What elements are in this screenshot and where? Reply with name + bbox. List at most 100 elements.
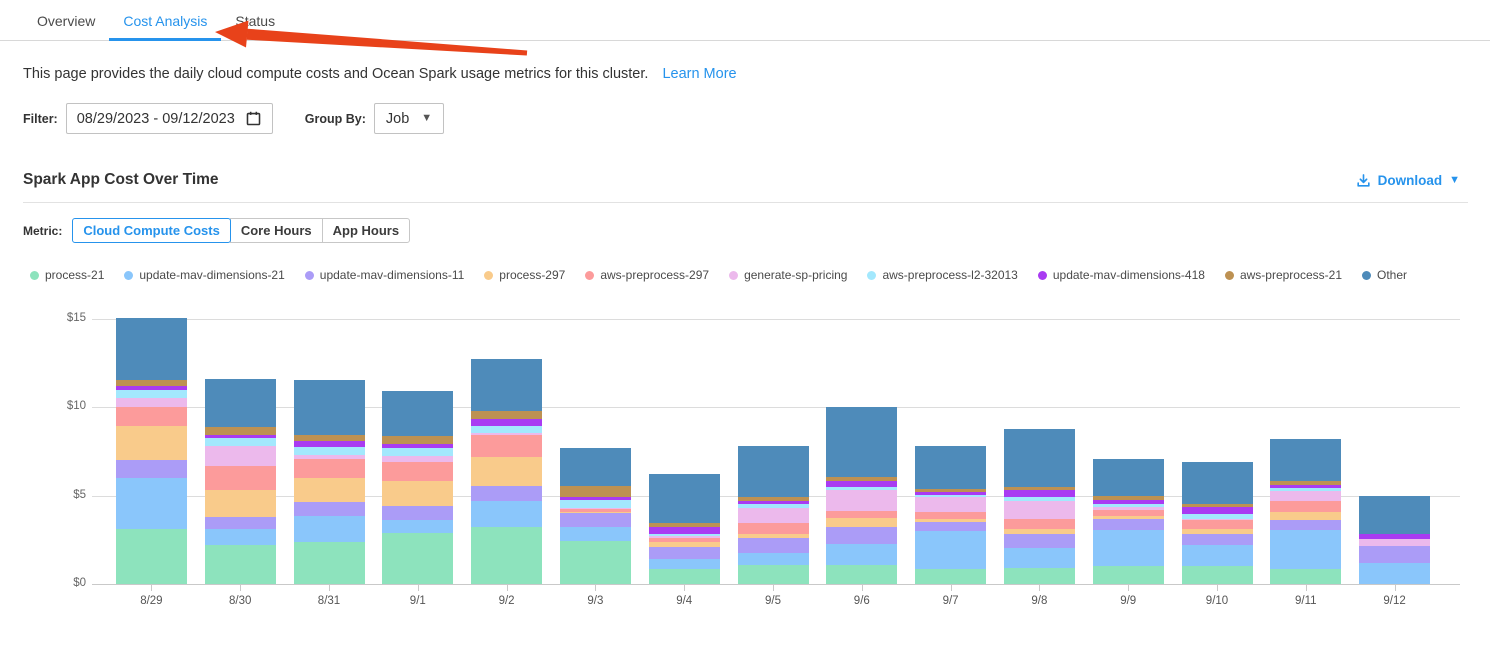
bar-segment-Other[interactable] [1359,495,1431,534]
metric-option-app-hours[interactable]: App Hours [321,218,411,243]
bar-segment-process-21[interactable] [737,565,809,584]
tab-status[interactable]: Status [235,13,276,29]
bar-segment-update-mav-dimensions-418[interactable] [293,440,365,448]
bar-segment-process-297[interactable] [915,518,987,523]
bar-segment-Other[interactable] [915,446,987,489]
bar-8/29[interactable] [115,318,187,584]
download-button[interactable]: Download ▼ [1356,173,1460,188]
bar-9/2[interactable] [471,358,543,584]
bar-segment-aws-preprocess-297[interactable] [1270,500,1342,512]
bar-segment-process-297[interactable] [115,425,187,461]
bar-segment-Other[interactable] [293,379,365,435]
bar-segment-aws-preprocess-21[interactable] [737,496,809,501]
bar-9/12[interactable] [1359,495,1431,584]
bar-segment-aws-preprocess-l2-32013[interactable] [293,447,365,455]
bar-9/10[interactable] [1181,462,1253,584]
bar-segment-update-mav-dimensions-418[interactable] [1270,485,1342,488]
bar-segment-update-mav-dimensions-418[interactable] [1003,490,1075,497]
bar-segment-process-297[interactable] [1270,511,1342,521]
bar-segment-generate-sp-pricing[interactable] [915,497,987,512]
bar-9/11[interactable] [1270,439,1342,584]
bar-segment-process-21[interactable] [293,541,365,584]
legend-item[interactable]: aws-preprocess-21 [1224,268,1342,282]
bar-segment-Other[interactable] [648,474,720,524]
bar-segment-update-mav-dimensions-11[interactable] [559,513,631,528]
bar-segment-generate-sp-pricing[interactable] [737,508,809,524]
bar-segment-process-21[interactable] [915,568,987,584]
bar-segment-aws-preprocess-21[interactable] [1270,480,1342,486]
bar-segment-generate-sp-pricing[interactable] [382,455,454,463]
bar-segment-update-mav-dimensions-11[interactable] [826,527,898,545]
bar-segment-Other[interactable] [382,390,454,437]
bar-segment-aws-preprocess-297[interactable] [915,511,987,519]
bar-segment-update-mav-dimensions-21[interactable] [737,553,809,566]
bar-segment-aws-preprocess-297[interactable] [1092,509,1164,516]
bar-segment-aws-preprocess-l2-32013[interactable] [1181,514,1253,519]
bar-segment-Other[interactable] [737,446,809,497]
bar-segment-update-mav-dimensions-418[interactable] [915,492,987,495]
bar-segment-update-mav-dimensions-21[interactable] [826,544,898,565]
bar-segment-update-mav-dimensions-21[interactable] [648,559,720,569]
legend-item[interactable]: update-mav-dimensions-11 [304,268,464,282]
bar-segment-generate-sp-pricing[interactable] [471,432,543,435]
bar-segment-update-mav-dimensions-21[interactable] [1003,547,1075,569]
bar-segment-update-mav-dimensions-11[interactable] [204,516,276,530]
bar-segment-aws-preprocess-21[interactable] [648,523,720,527]
bar-segment-generate-sp-pricing[interactable] [115,398,187,408]
bar-segment-update-mav-dimensions-21[interactable] [1181,545,1253,567]
bar-segment-update-mav-dimensions-11[interactable] [1181,533,1253,546]
bar-segment-aws-preprocess-l2-32013[interactable] [1003,496,1075,501]
bar-segment-process-21[interactable] [1270,568,1342,584]
bar-segment-aws-preprocess-21[interactable] [293,434,365,441]
bar-segment-Other[interactable] [115,318,187,380]
bar-segment-update-mav-dimensions-418[interactable] [471,418,543,426]
bar-segment-update-mav-dimensions-11[interactable] [1359,545,1431,563]
bar-segment-update-mav-dimensions-21[interactable] [1359,562,1431,584]
bar-segment-aws-preprocess-l2-32013[interactable] [915,494,987,498]
bar-segment-update-mav-dimensions-11[interactable] [293,501,365,516]
bar-segment-update-mav-dimensions-11[interactable] [737,538,809,554]
bar-segment-process-21[interactable] [1181,566,1253,584]
bar-segment-update-mav-dimensions-11[interactable] [648,546,720,560]
bar-segment-aws-preprocess-l2-32013[interactable] [204,438,276,447]
bar-segment-Other[interactable] [1181,462,1253,504]
bar-segment-process-21[interactable] [1003,568,1075,584]
bar-segment-process-297[interactable] [1003,529,1075,535]
bar-segment-process-21[interactable] [648,568,720,584]
bar-segment-generate-sp-pricing[interactable] [1270,491,1342,501]
bar-segment-aws-preprocess-21[interactable] [471,410,543,419]
bar-segment-process-297[interactable] [471,456,543,486]
bar-9/1[interactable] [382,390,454,584]
metric-option-cloud-compute-costs[interactable]: Cloud Compute Costs [72,218,231,243]
bar-segment-Other[interactable] [1003,428,1075,487]
metric-option-core-hours[interactable]: Core Hours [229,218,323,243]
bar-segment-aws-preprocess-297[interactable] [471,434,543,457]
bar-segment-Other[interactable] [471,358,543,411]
bar-segment-generate-sp-pricing[interactable] [826,490,898,511]
bar-segment-aws-preprocess-297[interactable] [648,538,720,543]
bar-8/31[interactable] [293,379,365,584]
bar-segment-aws-preprocess-l2-32013[interactable] [471,425,543,433]
bar-9/3[interactable] [559,447,631,584]
legend-item[interactable]: process-21 [30,268,104,282]
bar-segment-process-297[interactable] [1181,529,1253,534]
bar-segment-update-mav-dimensions-21[interactable] [1092,530,1164,567]
legend-item[interactable]: aws-preprocess-l2-32013 [867,268,1018,282]
bar-segment-aws-preprocess-297[interactable] [293,459,365,478]
bar-segment-Other[interactable] [559,447,631,486]
bar-segment-aws-preprocess-21[interactable] [382,436,454,444]
bar-segment-aws-preprocess-l2-32013[interactable] [1270,487,1342,492]
bar-segment-aws-preprocess-297[interactable] [559,508,631,512]
bar-segment-process-21[interactable] [826,564,898,584]
bar-segment-aws-preprocess-297[interactable] [1181,520,1253,530]
bar-segment-update-mav-dimensions-418[interactable] [1092,500,1164,504]
bar-segment-process-297[interactable] [204,490,276,517]
bar-segment-update-mav-dimensions-21[interactable] [1270,530,1342,569]
bar-segment-generate-sp-pricing[interactable] [648,536,720,539]
bar-segment-Other[interactable] [1270,439,1342,481]
bar-segment-process-21[interactable] [204,545,276,584]
bar-segment-process-297[interactable] [826,517,898,528]
bar-segment-update-mav-dimensions-21[interactable] [915,530,987,569]
bar-segment-update-mav-dimensions-21[interactable] [471,500,543,528]
bar-segment-aws-preprocess-l2-32013[interactable] [826,486,898,491]
